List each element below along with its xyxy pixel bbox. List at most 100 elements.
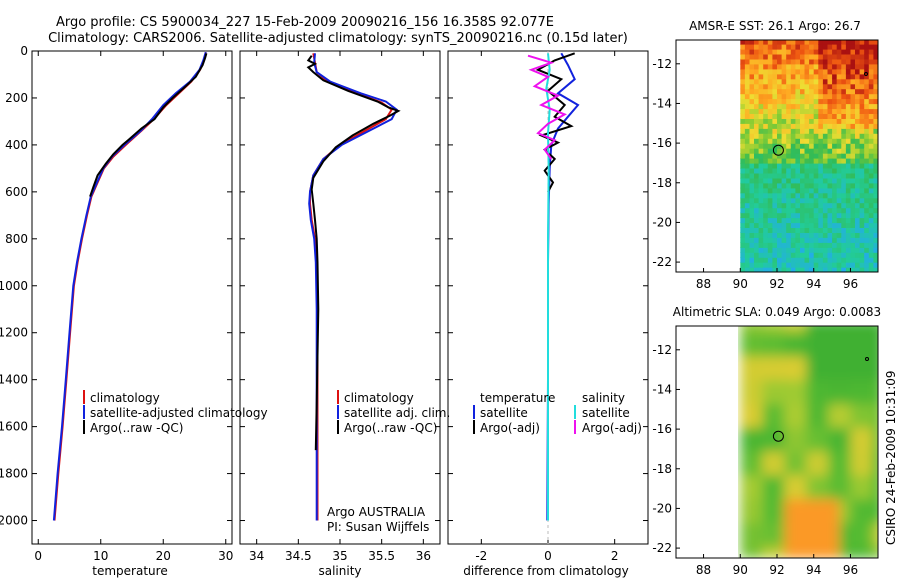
map-cell <box>740 379 752 392</box>
map-cell <box>773 486 785 500</box>
map-cell <box>845 247 852 253</box>
map-cell <box>859 40 865 45</box>
map-cell <box>744 252 751 258</box>
map-cell <box>804 167 810 174</box>
map-cell <box>818 187 824 194</box>
map-cell <box>818 138 824 144</box>
map-cell <box>800 93 806 100</box>
map-cell <box>800 113 806 119</box>
map-cell <box>818 148 824 154</box>
map-cell <box>855 202 861 209</box>
map-cell <box>762 462 774 476</box>
map-cell <box>828 326 840 333</box>
map-cell <box>850 439 863 452</box>
map-cell <box>767 247 773 253</box>
map-cell <box>850 143 856 149</box>
map-cell <box>809 237 815 243</box>
map-cell <box>822 167 829 174</box>
map-x-tick-label: 96 <box>843 277 858 291</box>
map-cell <box>763 242 769 248</box>
map-cell <box>864 192 870 199</box>
map-cell <box>841 63 847 70</box>
map-cell <box>754 257 760 263</box>
map-cell <box>850 133 856 139</box>
map-cell <box>749 227 755 233</box>
map-cell <box>861 403 874 416</box>
map-cell <box>855 167 861 174</box>
map-cell <box>804 177 810 184</box>
map-cell <box>790 73 796 80</box>
map-cell <box>754 88 760 95</box>
map-cell <box>758 162 764 169</box>
map-cell <box>855 177 861 184</box>
temperature-lines <box>52 51 208 521</box>
map-cell <box>841 123 847 129</box>
map-cell <box>845 182 852 189</box>
map-cell <box>763 262 769 268</box>
map-cell <box>868 153 874 159</box>
map-cell <box>740 133 746 139</box>
map-cell <box>827 58 833 65</box>
map-cell <box>781 40 787 45</box>
map-cell <box>777 88 783 95</box>
map-cell <box>873 237 878 243</box>
map-cell <box>740 73 746 80</box>
map-cell <box>864 138 870 144</box>
temperature-panel: 0 10 20 30020040060080010001200140016001800… <box>0 44 268 578</box>
map-cell <box>786 167 792 174</box>
map-cell <box>751 355 763 369</box>
map-cell <box>786 267 792 272</box>
difference-lines <box>527 51 580 544</box>
map-cell <box>827 138 833 144</box>
map-cell <box>772 182 778 189</box>
map-cell <box>758 227 764 233</box>
map-cell <box>786 182 792 189</box>
map-cell <box>832 138 838 144</box>
map-cell <box>832 192 838 199</box>
sla-map-cells <box>740 326 878 558</box>
map-cell <box>822 252 829 258</box>
map-cell <box>762 403 774 416</box>
map-cell <box>751 331 763 345</box>
map-cell <box>872 379 878 392</box>
map-cell <box>855 212 861 219</box>
map-cell <box>873 242 878 248</box>
map-cell <box>795 182 801 189</box>
map-cell <box>832 148 838 154</box>
map-cell <box>740 40 746 45</box>
series-line-temperature-satellite <box>546 52 580 521</box>
map-cell <box>839 403 851 416</box>
map-cell <box>749 44 755 50</box>
map-cell <box>777 187 783 194</box>
map-cell <box>763 44 769 50</box>
map-cell <box>822 153 829 159</box>
map-cell <box>806 427 818 440</box>
map-cell <box>845 202 852 209</box>
map-cell <box>777 44 783 50</box>
map-cell <box>817 427 829 440</box>
map-cell <box>740 439 752 452</box>
map-cell <box>781 232 787 238</box>
map-cell <box>777 207 783 214</box>
map-cell <box>841 257 847 263</box>
map-cell <box>800 123 806 129</box>
map-cell <box>859 172 865 179</box>
map-cell <box>809 167 815 174</box>
map-cell <box>804 58 810 65</box>
map-cell <box>873 98 878 105</box>
map-cell <box>781 48 787 55</box>
map-cell <box>818 113 824 119</box>
map-cell <box>790 103 796 110</box>
map-y-tick-label: -14 <box>652 96 672 110</box>
map-cell <box>740 415 752 428</box>
map-cell <box>873 53 878 60</box>
map-cell <box>795 192 801 199</box>
map-cell <box>767 108 773 114</box>
map-cell <box>786 217 792 224</box>
map-cell <box>873 118 878 124</box>
map-cell <box>795 212 801 219</box>
map-cell <box>832 187 838 194</box>
map-cell <box>864 53 870 60</box>
map-cell <box>845 242 852 248</box>
map-cell <box>845 98 852 105</box>
